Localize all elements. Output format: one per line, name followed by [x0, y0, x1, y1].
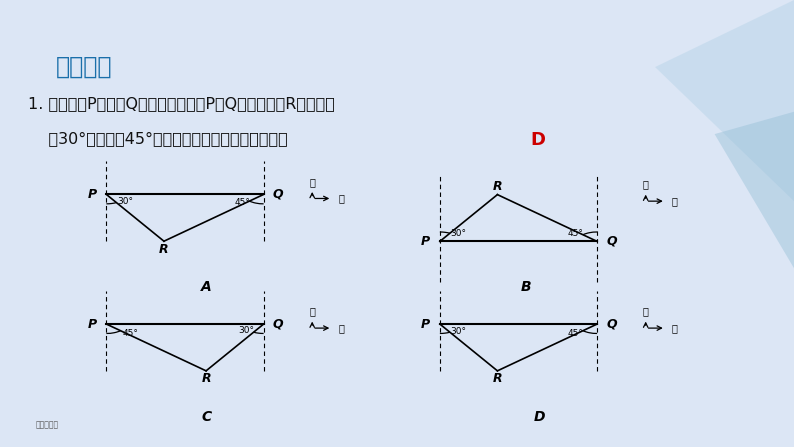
- Text: 东: 东: [672, 196, 677, 206]
- Text: 1. 已知：岛P位于岛Q的正西方，由岛P，Q分别测得船R位于南偏: 1. 已知：岛P位于岛Q的正西方，由岛P，Q分别测得船R位于南偏: [28, 96, 335, 111]
- Text: 45°: 45°: [234, 198, 250, 207]
- Text: 45°: 45°: [568, 329, 584, 338]
- Text: 北: 北: [310, 306, 315, 316]
- Text: R: R: [159, 243, 169, 256]
- Text: 45°: 45°: [123, 329, 139, 338]
- Text: 东: 东: [672, 323, 677, 333]
- Text: 30°: 30°: [450, 229, 466, 238]
- Text: D: D: [534, 409, 545, 424]
- Text: 北: 北: [310, 177, 315, 187]
- Text: 45°: 45°: [568, 229, 584, 238]
- Text: C: C: [202, 409, 211, 424]
- Text: P: P: [421, 235, 430, 248]
- Polygon shape: [655, 0, 794, 201]
- Text: Q: Q: [272, 317, 283, 331]
- Text: 北: 北: [643, 306, 649, 316]
- Polygon shape: [715, 112, 794, 268]
- Text: Q: Q: [606, 235, 617, 248]
- Text: P: P: [421, 317, 430, 331]
- Text: P: P: [87, 317, 97, 331]
- Text: A: A: [201, 280, 212, 294]
- Text: 为梦想奋斗: 为梦想奋斗: [36, 420, 60, 429]
- Text: Q: Q: [606, 317, 617, 331]
- Text: 30°: 30°: [238, 326, 254, 335]
- Text: B: B: [520, 280, 531, 294]
- Text: 30°: 30°: [117, 197, 133, 207]
- Text: 东: 东: [338, 323, 344, 333]
- Text: P: P: [87, 188, 97, 201]
- Text: 北: 北: [643, 179, 649, 190]
- Text: 东30°和南偏西45°方向上，符合条件的示意图是（: 东30°和南偏西45°方向上，符合条件的示意图是（: [28, 131, 314, 147]
- Text: R: R: [201, 372, 211, 385]
- Text: D: D: [530, 131, 545, 149]
- Text: 随堂练习: 随堂练习: [56, 55, 112, 79]
- Text: 东: 东: [338, 194, 344, 203]
- Text: Q: Q: [272, 188, 283, 201]
- Text: R: R: [492, 180, 503, 193]
- Text: R: R: [492, 372, 503, 385]
- Text: 30°: 30°: [450, 327, 466, 336]
